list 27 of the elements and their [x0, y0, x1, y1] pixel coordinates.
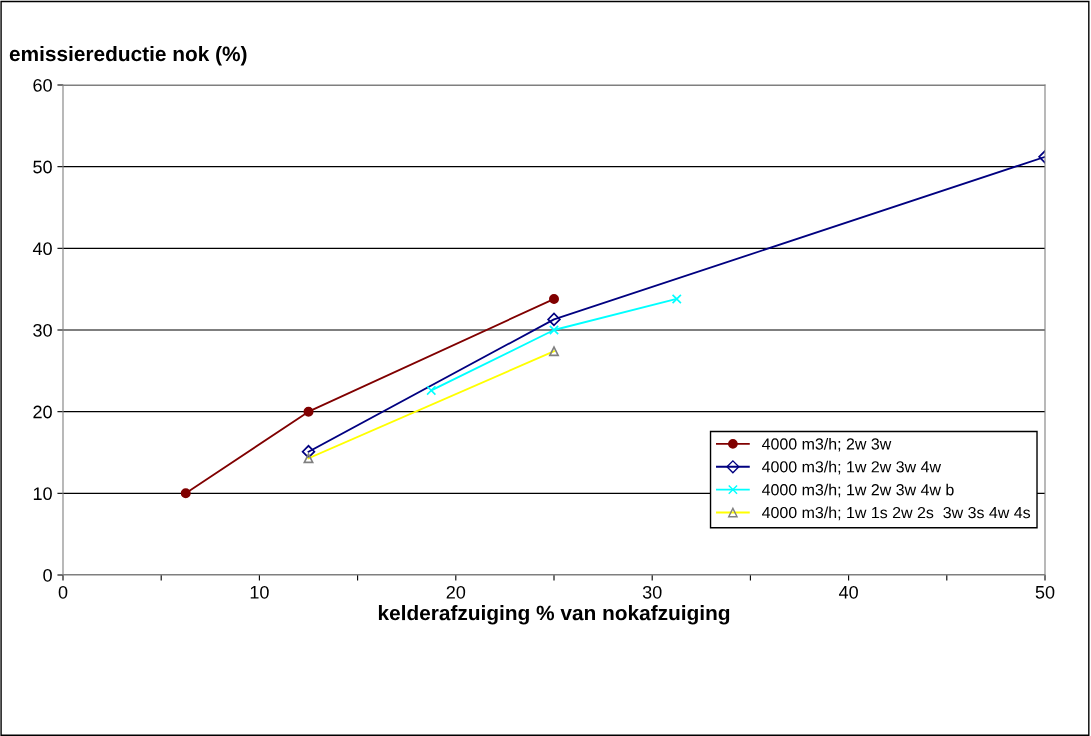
point [548, 293, 560, 304]
y-tick-label: 10 [33, 487, 52, 501]
x-tick-label: 20 [446, 585, 466, 599]
x-tick-label: 40 [838, 585, 858, 599]
point [180, 488, 191, 499]
y-tick-label: 60 [33, 78, 52, 92]
x-tick-label: 30 [642, 585, 662, 599]
legend-label: 4000 m3/h; 1w 2w 3w 4w [762, 460, 942, 475]
x-tick-label: 50 [1035, 585, 1055, 599]
legend-label: 4000 m3/h; 2w 3w [762, 437, 892, 452]
point [426, 385, 437, 396]
x-tick-label: 0 [58, 585, 68, 599]
y-axis-title: emissiereductie nok (%) [9, 45, 247, 66]
legend-label: 4000 m3/h; 1w 1s 2w 2s 3w 3s 4w 4s [762, 506, 1031, 521]
point [547, 312, 561, 327]
y-tick-label: 20 [33, 405, 52, 419]
x-tick-label: 10 [250, 585, 269, 599]
point [301, 444, 316, 459]
point [671, 293, 682, 304]
y-tick-label: 40 [32, 242, 52, 256]
legend-label: 4000 m3/h; 1w 2w 3w 4w b [762, 483, 954, 498]
y-tick-label: 50 [33, 160, 52, 174]
y-tick-label: 0 [43, 568, 52, 582]
point [303, 406, 314, 417]
y-tick-label: 30 [33, 323, 52, 337]
x-axis-title: kelderafzuiging % van nokafzuiging [378, 605, 730, 625]
point [548, 324, 560, 336]
